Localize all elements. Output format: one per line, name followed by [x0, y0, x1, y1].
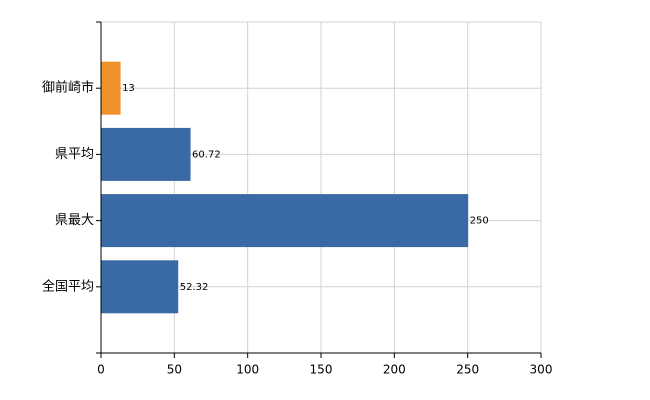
value-label: 13 [122, 83, 135, 94]
x-tick-label: 100 [236, 363, 259, 377]
value-label: 52.32 [180, 282, 209, 293]
bar [100, 61, 121, 115]
y-tick-label: 御前崎市 [42, 80, 94, 96]
bar [100, 194, 469, 248]
value-label: 60.72 [192, 149, 221, 160]
y-tick-label: 全国平均 [42, 278, 94, 294]
y-tick-label: 県最大 [55, 213, 94, 228]
y-tick-label: 県平均 [55, 147, 94, 162]
x-tick-label: 0 [97, 363, 105, 377]
bar [100, 127, 191, 181]
x-tick-label: 200 [383, 363, 406, 377]
x-tick-label: 150 [310, 363, 333, 377]
x-tick-label: 300 [530, 363, 553, 377]
x-tick-label: 250 [456, 363, 479, 377]
value-label: 250 [470, 216, 489, 227]
x-tick-label: 50 [167, 363, 182, 377]
bar [100, 260, 179, 314]
